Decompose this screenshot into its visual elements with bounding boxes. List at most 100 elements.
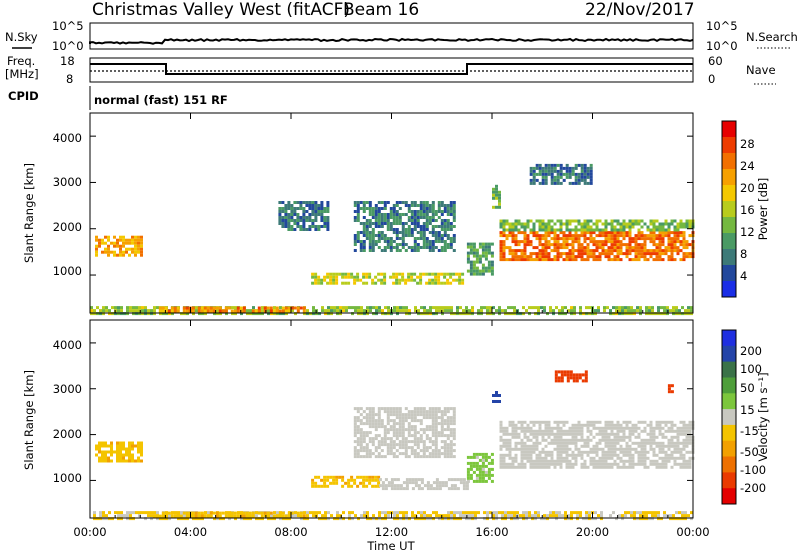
velocity-cell xyxy=(490,461,494,465)
velocity-cell xyxy=(664,462,668,466)
velocity-cell xyxy=(332,481,336,485)
velocity-cell xyxy=(428,437,432,441)
power-cell xyxy=(309,312,312,316)
power-cell xyxy=(306,312,309,316)
power-cell xyxy=(529,169,533,173)
power-cell xyxy=(395,219,399,222)
power-cell xyxy=(443,207,447,210)
velocity-cell xyxy=(571,435,575,439)
velocity-cell xyxy=(453,478,457,482)
power-cell xyxy=(619,228,623,232)
power-cell xyxy=(577,246,581,250)
power-cell xyxy=(395,281,399,285)
power-cell xyxy=(374,281,378,285)
velocity-cell xyxy=(384,514,387,518)
velocity-cell xyxy=(589,459,593,463)
velocity-cell xyxy=(613,459,617,463)
velocity-cell xyxy=(667,384,671,388)
velocity-cell xyxy=(604,426,608,430)
power-cell xyxy=(326,228,330,231)
power-cell xyxy=(413,201,417,204)
velocity-cell xyxy=(475,479,479,483)
velocity-cell xyxy=(688,450,692,454)
power-cell xyxy=(386,213,390,216)
velocity-cell xyxy=(555,517,558,521)
power-cell xyxy=(293,219,297,222)
power-cell xyxy=(685,246,689,250)
power-cell xyxy=(577,222,581,226)
velocity-cell xyxy=(550,432,554,436)
velocity-cell xyxy=(544,438,548,442)
velocity-ylabel: Slant Range [km] xyxy=(22,370,36,470)
velocity-cell xyxy=(610,456,614,460)
power-cell xyxy=(425,219,429,222)
power-cell xyxy=(287,228,291,231)
velocity-cell xyxy=(504,514,507,518)
power-cell xyxy=(589,249,593,253)
velocity-cell xyxy=(499,453,503,457)
power-cell xyxy=(630,309,633,313)
velocity-cell xyxy=(350,478,354,482)
power-cell xyxy=(446,219,450,222)
power-cell xyxy=(239,306,243,310)
power-cell xyxy=(389,243,393,246)
power-cell xyxy=(302,201,306,204)
velocity-cell xyxy=(411,478,415,482)
power-cell xyxy=(559,166,563,170)
velocity-cell xyxy=(99,514,102,518)
power-cell xyxy=(486,312,489,316)
power-cell xyxy=(317,225,321,228)
power-cell xyxy=(559,237,563,241)
velocity-cell xyxy=(640,444,644,448)
velocity-cell xyxy=(419,419,423,423)
power-ytick-2000: 2000 xyxy=(53,220,82,234)
velocity-cell xyxy=(230,514,234,518)
velocity-cell xyxy=(502,453,506,457)
velocity-cell xyxy=(661,447,665,451)
velocity-cell xyxy=(532,423,536,427)
velocity-cell xyxy=(532,465,536,469)
power-cell xyxy=(486,306,489,310)
velocity-cell xyxy=(383,455,387,459)
power-cell xyxy=(655,225,659,229)
velocity-cell xyxy=(643,456,647,460)
velocity-cell xyxy=(622,438,626,442)
velocity-cell xyxy=(105,514,108,518)
power-cell xyxy=(425,272,429,276)
velocity-cell xyxy=(598,459,602,463)
velocity-cell xyxy=(447,517,450,521)
power-cell xyxy=(137,235,140,239)
power-cell xyxy=(598,255,602,259)
power-cell xyxy=(422,240,426,243)
velocity-cell xyxy=(170,514,174,518)
power-cell xyxy=(212,306,216,310)
velocity-cell xyxy=(636,511,639,515)
power-cell xyxy=(679,258,683,262)
power-cell xyxy=(449,225,453,228)
velocity-colorbar-swatch xyxy=(722,456,736,473)
power-cell xyxy=(502,240,506,244)
power-cell xyxy=(443,281,447,285)
velocity-cell xyxy=(128,441,131,445)
velocity-cell xyxy=(685,435,689,439)
power-cell xyxy=(446,228,450,231)
velocity-cell xyxy=(658,444,662,448)
power-cell xyxy=(649,252,653,256)
power-cell xyxy=(330,306,333,310)
velocity-cell xyxy=(634,426,638,430)
velocity-cell xyxy=(359,437,363,441)
power-cell xyxy=(511,249,515,253)
power-cell xyxy=(416,246,420,249)
power-cell xyxy=(490,254,494,258)
velocity-cell xyxy=(395,410,399,414)
power-cell xyxy=(529,243,533,247)
power-cell xyxy=(481,248,485,252)
velocity-cell xyxy=(420,517,423,521)
power-cell xyxy=(568,234,572,238)
power-cell xyxy=(471,312,474,316)
power-cell xyxy=(565,169,569,173)
power-cell xyxy=(661,225,665,229)
power-cell xyxy=(287,204,291,207)
power-cell xyxy=(422,210,426,213)
velocity-cell xyxy=(580,450,584,454)
